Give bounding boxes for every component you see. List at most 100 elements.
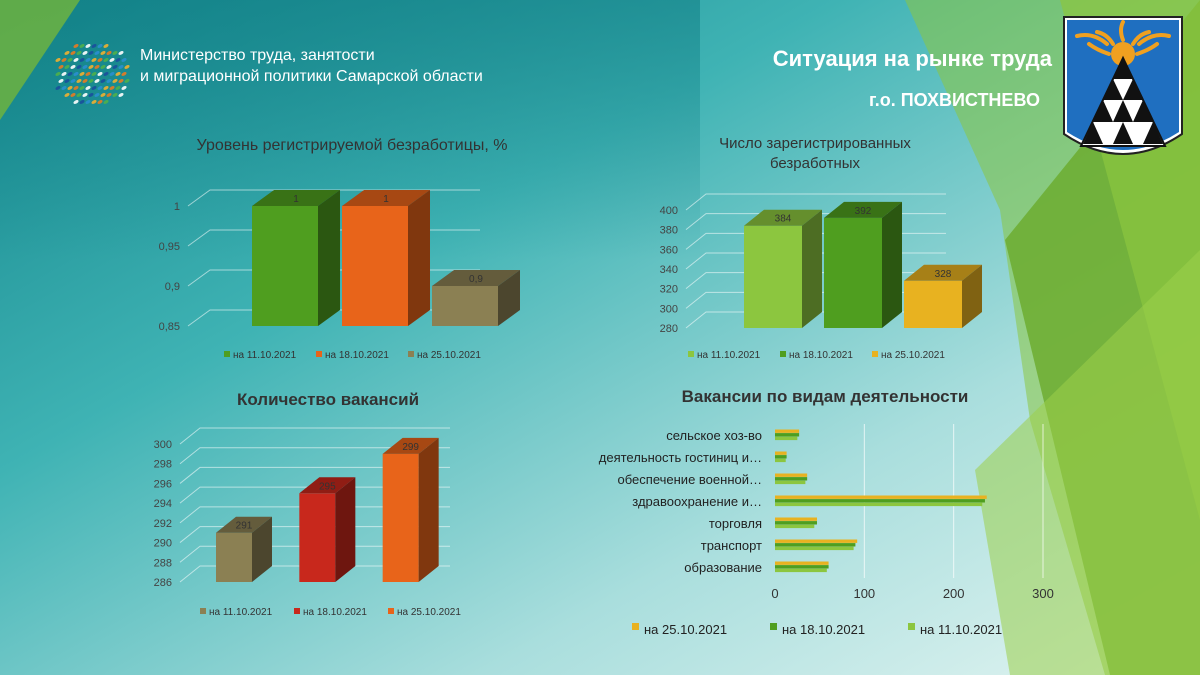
y-tick-label: 360 bbox=[660, 244, 678, 256]
logo-dot bbox=[100, 93, 106, 97]
logo-dot bbox=[70, 51, 76, 55]
logo-dot bbox=[112, 79, 118, 83]
corner-triangle bbox=[0, 0, 80, 120]
bar bbox=[775, 455, 787, 459]
logo-dot bbox=[73, 58, 79, 62]
x-tick-label: 100 bbox=[853, 586, 875, 601]
bar bbox=[775, 561, 829, 565]
legend-label: на 25.10.2021 bbox=[417, 350, 481, 361]
chart-title: Количество вакансий bbox=[237, 390, 419, 409]
data-label: 392 bbox=[855, 206, 872, 217]
legend-swatch bbox=[770, 623, 777, 630]
y-tick-label: 1 bbox=[174, 201, 180, 213]
bar-front bbox=[342, 206, 408, 326]
y-tick-label: 294 bbox=[154, 498, 172, 510]
city-coat-of-arms-icon bbox=[1063, 16, 1183, 155]
logo-dot bbox=[70, 79, 76, 83]
legend-label: на 25.10.2021 bbox=[644, 622, 727, 637]
gridline bbox=[685, 193, 946, 211]
bar-front bbox=[216, 532, 252, 582]
logo-dot bbox=[97, 44, 103, 48]
logo-dot bbox=[85, 100, 91, 104]
legend-swatch bbox=[632, 623, 639, 630]
bar bbox=[775, 480, 806, 485]
bar-front bbox=[382, 453, 419, 582]
logo-dot bbox=[124, 65, 130, 69]
logo-dot bbox=[76, 79, 82, 83]
bar bbox=[775, 521, 817, 525]
logo-dot bbox=[82, 51, 88, 55]
bar-front bbox=[299, 493, 336, 582]
logo-dot bbox=[61, 58, 67, 62]
logo-dot bbox=[124, 79, 130, 83]
x-tick-label: 0 bbox=[771, 586, 778, 601]
logo-dot bbox=[91, 100, 97, 104]
bar bbox=[775, 477, 808, 481]
logo-dot bbox=[67, 58, 73, 62]
bar bbox=[775, 539, 858, 543]
data-label: 0,9 bbox=[469, 274, 483, 285]
category-label: транспорт bbox=[701, 538, 762, 553]
bar-top bbox=[904, 264, 982, 281]
bar-top bbox=[342, 190, 430, 206]
legend-label: на 11.10.2021 bbox=[209, 607, 273, 618]
legend-swatch bbox=[388, 608, 394, 614]
logo-dot bbox=[73, 86, 79, 90]
logo-dot bbox=[88, 79, 94, 83]
legend-swatch bbox=[200, 608, 206, 614]
legend-label: на 18.10.2021 bbox=[782, 622, 865, 637]
bar-top bbox=[299, 477, 356, 494]
bar-front bbox=[904, 280, 962, 328]
bar-side bbox=[408, 190, 430, 326]
bar bbox=[775, 517, 817, 521]
logo-dot bbox=[103, 86, 109, 90]
legend-label: на 18.10.2021 bbox=[789, 350, 853, 361]
y-tick-label: 300 bbox=[154, 439, 172, 451]
logo-dot bbox=[103, 44, 109, 48]
chart-title: Вакансии по видам деятельности bbox=[682, 387, 969, 406]
y-tick-label: 298 bbox=[154, 459, 172, 471]
logo-dot bbox=[61, 72, 67, 76]
logo-dot bbox=[58, 79, 64, 83]
logo-dot bbox=[85, 72, 91, 76]
logo-dot bbox=[94, 51, 100, 55]
x-tick-label: 300 bbox=[1032, 586, 1054, 601]
legend-swatch bbox=[408, 351, 414, 357]
bar-top bbox=[744, 209, 822, 226]
legend-swatch bbox=[872, 351, 878, 357]
logo-dot bbox=[64, 79, 70, 83]
logo-dot bbox=[76, 65, 82, 69]
logo-dot bbox=[100, 79, 106, 83]
data-label: 295 bbox=[319, 481, 336, 492]
logo-dot bbox=[79, 86, 85, 90]
bar-side bbox=[418, 437, 439, 582]
logo-dot bbox=[55, 86, 61, 90]
legend-label: на 18.10.2021 bbox=[303, 607, 367, 618]
bar-front bbox=[744, 225, 802, 328]
logo-dot bbox=[55, 58, 61, 62]
y-tick-label: 300 bbox=[660, 303, 678, 315]
chart-title: Уровень регистрируемой безработицы, % bbox=[197, 137, 508, 154]
logo-dot bbox=[115, 72, 121, 76]
legend-label: на 25.10.2021 bbox=[397, 607, 461, 618]
gridline bbox=[179, 486, 450, 504]
logo-dot bbox=[55, 72, 61, 76]
logo-dot bbox=[97, 100, 103, 104]
logo-dot bbox=[100, 65, 106, 69]
logo-dot bbox=[76, 93, 82, 97]
logo-dot bbox=[64, 65, 70, 69]
gridline bbox=[179, 526, 450, 543]
logo-dot bbox=[112, 93, 118, 97]
category-label: образование bbox=[684, 560, 762, 575]
bar-side bbox=[335, 477, 356, 582]
logo-dot bbox=[88, 51, 94, 55]
logo-dot bbox=[61, 86, 67, 90]
bar-side bbox=[802, 209, 822, 328]
category-label: торговля bbox=[709, 516, 762, 531]
bar-front bbox=[252, 206, 318, 326]
logo-dot bbox=[112, 65, 118, 69]
green-band-bottom bbox=[975, 250, 1200, 675]
bar-top bbox=[382, 437, 439, 454]
logo-dot bbox=[91, 44, 97, 48]
logo-dot bbox=[85, 44, 91, 48]
